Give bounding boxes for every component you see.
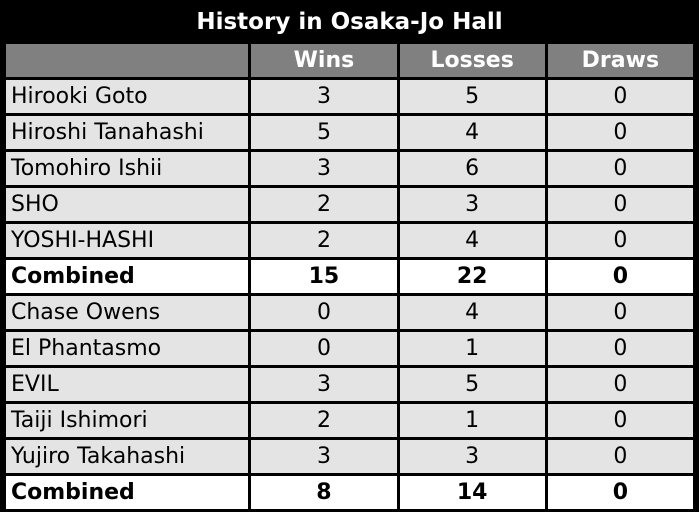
wins-cell: 3 xyxy=(251,80,397,113)
wrestler-name: Tomohiro Ishii xyxy=(6,152,249,185)
wins-cell: 0 xyxy=(251,296,397,329)
combined-losses: 22 xyxy=(399,260,545,293)
history-table: Wins Losses Draws Hirooki Goto 3 5 0 Hir… xyxy=(3,41,696,512)
wins-cell: 3 xyxy=(251,152,397,185)
draws-cell: 0 xyxy=(547,80,693,113)
draws-cell: 0 xyxy=(547,296,693,329)
wrestler-name: Yujiro Takahashi xyxy=(6,440,249,473)
wrestler-name: Hirooki Goto xyxy=(6,80,249,113)
combined-row: Combined 8 14 0 xyxy=(6,476,693,509)
losses-cell: 4 xyxy=(399,116,545,149)
combined-losses: 14 xyxy=(399,476,545,509)
draws-cell: 0 xyxy=(547,116,693,149)
draws-cell: 0 xyxy=(547,404,693,437)
losses-cell: 1 xyxy=(399,404,545,437)
wins-cell: 3 xyxy=(251,440,397,473)
table-row: EVIL 3 5 0 xyxy=(6,368,693,401)
table-row: YOSHI-HASHI 2 4 0 xyxy=(6,224,693,257)
wins-cell: 0 xyxy=(251,332,397,365)
wrestler-name: Taiji Ishimori xyxy=(6,404,249,437)
draws-cell: 0 xyxy=(547,188,693,221)
draws-cell: 0 xyxy=(547,152,693,185)
losses-cell: 5 xyxy=(399,80,545,113)
combined-wins: 15 xyxy=(251,260,397,293)
wins-cell: 2 xyxy=(251,188,397,221)
table-title: History in Osaka-Jo Hall xyxy=(196,9,503,35)
wrestler-name: SHO xyxy=(6,188,249,221)
losses-cell: 6 xyxy=(399,152,545,185)
table-row: Hiroshi Tanahashi 5 4 0 xyxy=(6,116,693,149)
wins-cell: 3 xyxy=(251,368,397,401)
table-row: Chase Owens 0 4 0 xyxy=(6,296,693,329)
wrestler-name: Chase Owens xyxy=(6,296,249,329)
table-row: Yujiro Takahashi 3 3 0 xyxy=(6,440,693,473)
header-losses: Losses xyxy=(399,44,545,77)
draws-cell: 0 xyxy=(547,224,693,257)
losses-cell: 3 xyxy=(399,188,545,221)
table-row: SHO 2 3 0 xyxy=(6,188,693,221)
wins-cell: 5 xyxy=(251,116,397,149)
wrestler-name: El Phantasmo xyxy=(6,332,249,365)
table-row: Tomohiro Ishii 3 6 0 xyxy=(6,152,693,185)
wrestler-name: EVIL xyxy=(6,368,249,401)
draws-cell: 0 xyxy=(547,368,693,401)
combined-label: Combined xyxy=(6,260,249,293)
losses-cell: 5 xyxy=(399,368,545,401)
table-row: Hirooki Goto 3 5 0 xyxy=(6,80,693,113)
draws-cell: 0 xyxy=(547,440,693,473)
combined-row: Combined 15 22 0 xyxy=(6,260,693,293)
header-name xyxy=(6,44,249,77)
combined-draws: 0 xyxy=(547,260,693,293)
table-row: Taiji Ishimori 2 1 0 xyxy=(6,404,693,437)
wrestler-name: Hiroshi Tanahashi xyxy=(6,116,249,149)
header-draws: Draws xyxy=(547,44,693,77)
wrestler-name: YOSHI-HASHI xyxy=(6,224,249,257)
draws-cell: 0 xyxy=(547,332,693,365)
combined-draws: 0 xyxy=(547,476,693,509)
combined-wins: 8 xyxy=(251,476,397,509)
losses-cell: 4 xyxy=(399,224,545,257)
combined-label: Combined xyxy=(6,476,249,509)
header-wins: Wins xyxy=(251,44,397,77)
losses-cell: 3 xyxy=(399,440,545,473)
header-row: Wins Losses Draws xyxy=(6,44,693,77)
table-row: El Phantasmo 0 1 0 xyxy=(6,332,693,365)
wins-cell: 2 xyxy=(251,404,397,437)
losses-cell: 4 xyxy=(399,296,545,329)
wins-cell: 2 xyxy=(251,224,397,257)
losses-cell: 1 xyxy=(399,332,545,365)
